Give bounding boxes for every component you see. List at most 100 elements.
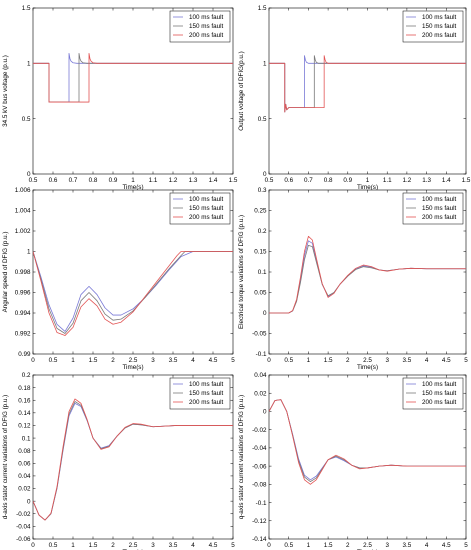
x-tick-label: 1.4	[442, 177, 451, 184]
series-group	[269, 55, 466, 113]
y-tick-label: 0.02	[254, 390, 267, 397]
y-tick-label: 1.006	[15, 187, 31, 194]
series-line-3	[269, 399, 466, 485]
x-tick-label: 0.6	[49, 177, 58, 184]
x-tick-label: 1.3	[422, 177, 431, 184]
legend-entry: 150 ms fault	[189, 205, 224, 212]
x-tick-label: 3.5	[403, 357, 412, 364]
y-tick-label: -0.06	[16, 536, 31, 543]
y-tick-label: 0.06	[18, 461, 31, 468]
x-tick-label: 0	[31, 542, 35, 549]
chart-panel-p2: 0.5 0.6 0.7 0.8 0.9 1 1.1 1.2 1.3 1.4 1.500.511.5T…	[238, 5, 471, 191]
y-tick-label: 0.994	[15, 310, 31, 317]
x-tick-label: 1.2	[169, 177, 178, 184]
y-tick-label: 0.2	[22, 372, 31, 379]
y-tick-label: 0.25	[254, 208, 267, 215]
legend-box	[402, 192, 464, 225]
chart-panel-p4: 0 0.5 1 1.5 2 2.5 3 3.5 4 4.5 5 -0.1 -0.05 0 0.05 0.1 0.…	[238, 187, 468, 371]
y-tick-label: 0	[263, 409, 267, 416]
x-tick-label: 1.1	[149, 177, 158, 184]
legend-entry: 100 ms fault	[189, 14, 224, 21]
legend: 100 ms fault 150 ms fault 200 ms fault	[169, 10, 231, 43]
y-tick-label: 1.002	[15, 228, 31, 235]
y-tick-label: -0.1	[256, 351, 267, 358]
legend-box	[169, 377, 231, 410]
legend-entry: 150 ms fault	[422, 23, 457, 30]
y-tick-label: -0.02	[16, 511, 31, 518]
y-tick-label: 0.998	[15, 269, 31, 276]
y-tick-label: 0.99	[18, 351, 31, 358]
legend: 100 ms fault 150 ms fault 200 ms fault	[402, 10, 464, 43]
y-tick-label: 0.5	[22, 116, 31, 123]
y-tick-label: 1.5	[258, 5, 267, 12]
x-tick-label: 0.8	[89, 177, 98, 184]
chart-panel-p1: 0.5 0.6 0.7 0.8 0.9 1 1.1 1.2 1.3 1.4 1.500.511.5T…	[2, 5, 238, 191]
legend: 100 ms fault 150 ms fault 200 ms fault	[169, 192, 231, 225]
series-group	[33, 52, 233, 103]
x-tick-label: 4	[191, 542, 195, 549]
x-tick-label: 2.5	[129, 542, 138, 549]
x-tick-label: 2.5	[129, 357, 138, 364]
x-tick-label: 1.5	[89, 357, 98, 364]
x-tick-label: 0.5	[265, 177, 274, 184]
x-axis-label: Time(s)	[122, 364, 143, 371]
legend: 100 ms fault 150 ms fault 200 ms fault	[402, 377, 464, 410]
legend-entry: 100 ms fault	[189, 196, 224, 203]
x-tick-label: 0.5	[29, 177, 38, 184]
y-axis-label: Output voltage of DFIG(p.u.)	[238, 51, 245, 130]
x-tick-label: 1.5	[462, 177, 471, 184]
legend-entry: 100 ms fault	[422, 14, 457, 21]
chart-panel-p3: 0 0.5 1 1.5 2 2.5 3 3.5 4 4.5 5 0.99 0.992 0.994 0.996…	[2, 187, 235, 371]
x-tick-label: 4	[425, 357, 429, 364]
x-tick-label: 0.9	[109, 177, 118, 184]
x-tick-label: 5	[231, 357, 235, 364]
legend-box	[169, 192, 231, 225]
y-tick-label: -0.14	[252, 536, 267, 543]
y-tick-label: 0.3	[258, 187, 267, 194]
x-tick-label: 0.9	[343, 177, 352, 184]
x-tick-label: 0.5	[49, 357, 58, 364]
y-axis-label: Angular speed of DFIG (p.u.)	[2, 232, 9, 313]
x-tick-label: 4	[425, 542, 429, 549]
y-tick-label: 0.04	[254, 372, 267, 379]
x-tick-label: 0.5	[284, 357, 293, 364]
x-tick-label: 4.5	[442, 357, 451, 364]
x-tick-label: 0.6	[284, 177, 293, 184]
legend-entry: 200 ms fault	[422, 214, 457, 221]
x-tick-label: 3	[385, 357, 389, 364]
legend: 100 ms fault 150 ms fault 200 ms fault	[402, 192, 464, 225]
legend-entry: 100 ms fault	[422, 381, 457, 388]
x-tick-label: 0.7	[69, 177, 78, 184]
x-tick-label: 1.5	[229, 177, 238, 184]
x-tick-label: 5	[231, 542, 235, 549]
legend-entry: 150 ms fault	[422, 205, 457, 212]
series-group	[269, 235, 466, 314]
x-tick-label: 1.5	[324, 542, 333, 549]
x-tick-label: 0.8	[324, 177, 333, 184]
x-tick-label: 2	[346, 357, 350, 364]
y-axis-label: 34.5 kV bus voltage (p.u.)	[2, 55, 9, 127]
x-tick-label: 1	[366, 177, 370, 184]
y-tick-label: 0.18	[18, 385, 31, 392]
x-tick-label: 5	[464, 357, 468, 364]
y-axis-label: q-axis stator current variations of DFIG…	[238, 395, 245, 520]
x-tick-label: 0	[267, 357, 271, 364]
y-tick-label: 0.1	[22, 435, 31, 442]
x-tick-label: 4.5	[209, 542, 218, 549]
legend-entry: 150 ms fault	[422, 390, 457, 397]
legend-entry: 150 ms fault	[189, 23, 224, 30]
y-tick-label: 0.15	[254, 249, 267, 256]
legend-entry: 200 ms fault	[189, 32, 224, 39]
y-tick-label: 1	[27, 61, 31, 68]
x-tick-label: 1	[71, 357, 75, 364]
x-tick-label: 4	[191, 357, 195, 364]
series-line-2	[33, 251, 233, 334]
x-tick-label: 1	[307, 542, 311, 549]
y-tick-label: 0	[27, 498, 31, 505]
y-axis-label: d-axis stator current variations of DFIG…	[2, 395, 9, 520]
legend-box	[169, 10, 231, 43]
x-tick-label: 3	[385, 542, 389, 549]
y-tick-label: 1.004	[15, 208, 31, 215]
x-tick-label: 0.7	[304, 177, 313, 184]
x-tick-label: 0.5	[49, 542, 58, 549]
